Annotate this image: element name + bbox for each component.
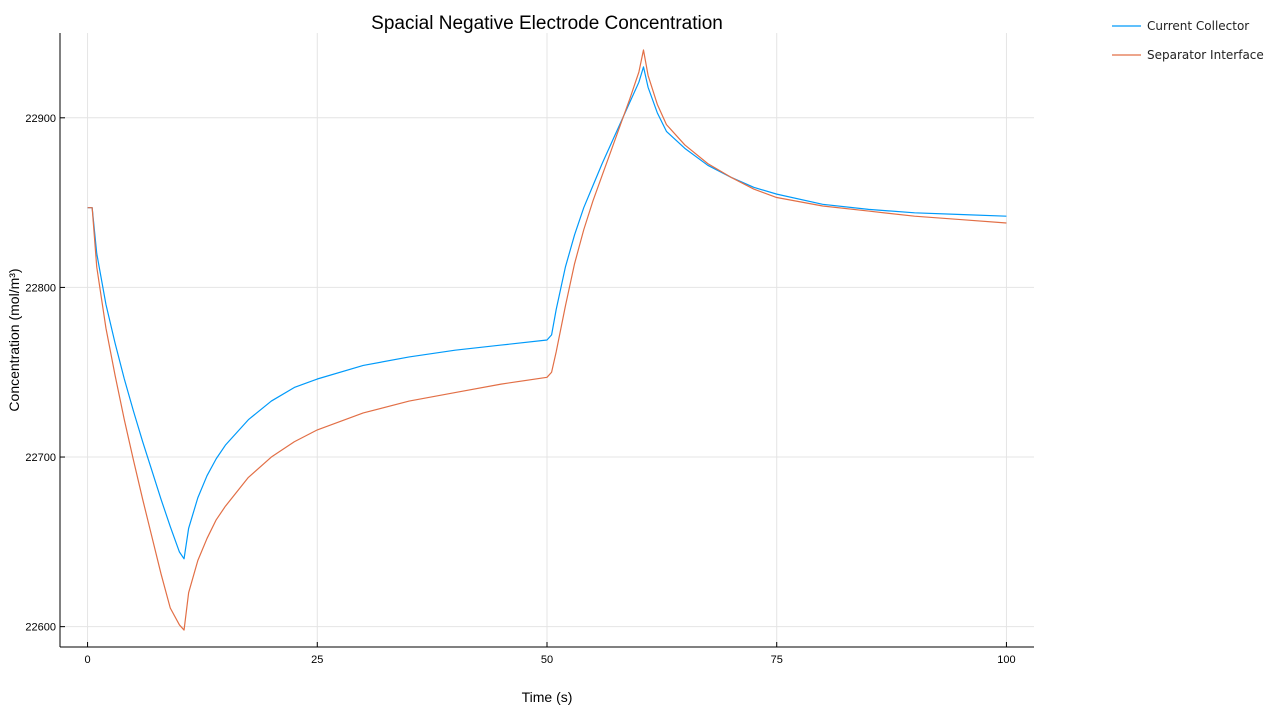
series-line-2 [87, 49, 1007, 631]
y-tick-label: 22600 [25, 622, 56, 634]
legend-label: Current Collector [1147, 19, 1249, 33]
x-tick-label: 100 [997, 654, 1015, 666]
y-axis-title: Concentration (mol/m³) [6, 268, 22, 411]
series-lines [87, 49, 1007, 631]
series-line-1 [87, 66, 1007, 560]
grid [60, 33, 1034, 647]
legend-label: Separator Interface [1147, 48, 1264, 62]
x-tick-label: 50 [541, 654, 553, 666]
x-tick-label: 25 [311, 654, 323, 666]
x-axis-title: Time (s) [522, 689, 573, 705]
x-axis-ticks: 0 25 50 75 100 [85, 642, 1016, 666]
x-tick-label: 75 [771, 654, 783, 666]
y-tick-label: 22900 [25, 113, 56, 125]
chart-title: Spacial Negative Electrode Concentration [371, 13, 723, 34]
legend: Current Collector Separator Interface [1112, 19, 1264, 62]
y-tick-label: 22800 [25, 282, 56, 294]
y-axis-ticks: 22600 22700 22800 22900 [25, 113, 65, 634]
x-tick-label: 0 [85, 654, 91, 666]
y-tick-label: 22700 [25, 452, 56, 464]
